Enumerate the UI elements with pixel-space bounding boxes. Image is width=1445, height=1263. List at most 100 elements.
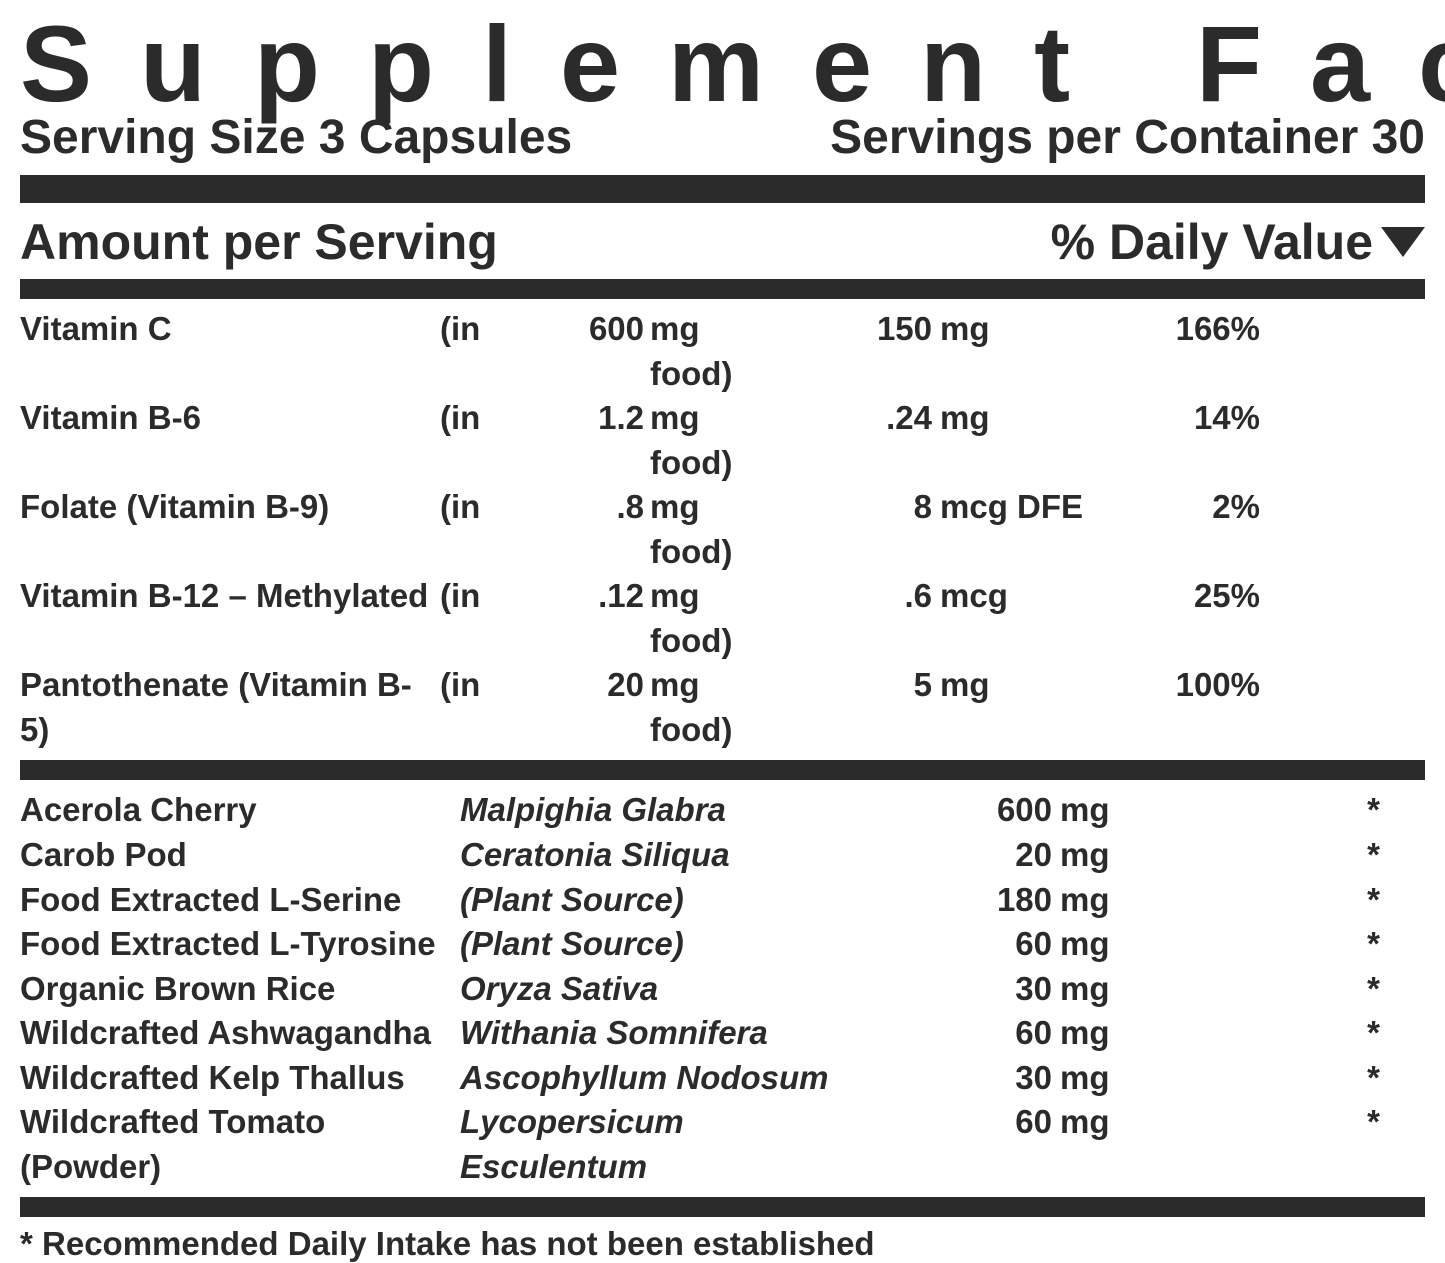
ingredient-dv: *	[1220, 967, 1380, 1012]
divider-bar	[20, 760, 1425, 780]
nutrient-dv: 166%	[1100, 307, 1260, 352]
ingredient-latin: Withania Somnifera	[460, 1011, 860, 1056]
nutrient-in-label: (in	[440, 396, 500, 441]
nutrient-food-label: mg food)	[650, 307, 730, 396]
ingredient-row: Food Extracted L-Tyrosine (Plant Source)…	[20, 922, 1425, 967]
nutrient-food-label: mg food)	[650, 396, 730, 485]
ingredient-amount: 30	[860, 1056, 1060, 1101]
ingredient-row: Food Extracted L-Serine (Plant Source) 1…	[20, 878, 1425, 923]
ingredient-name: Carob Pod	[20, 833, 460, 878]
amount-per-serving-header: Amount per Serving	[20, 213, 498, 271]
servings-per-container: Servings per Container 30	[830, 110, 1425, 165]
nutrient-in-label: (in	[440, 574, 500, 619]
nutrient-name: Vitamin C	[20, 307, 440, 352]
ingredient-row: Wildcrafted Kelp Thallus Ascophyllum Nod…	[20, 1056, 1425, 1101]
ingredient-name: Food Extracted L-Serine	[20, 878, 460, 923]
nutrient-name: Vitamin B-6	[20, 396, 440, 441]
nutrient-row: Vitamin B-12 – Methylated (in .12 mg foo…	[20, 574, 1425, 663]
ingredient-name: Acerola Cherry	[20, 788, 460, 833]
nutrient-row: Pantothenate (Vitamin B-5) (in 20 mg foo…	[20, 663, 1425, 752]
ingredient-unit: mg	[1060, 1100, 1220, 1145]
ingredient-unit: mg	[1060, 833, 1220, 878]
nutrient-food-amount: 600	[500, 307, 650, 352]
divider-bar	[20, 1197, 1425, 1217]
ingredient-row: Wildcrafted Tomato (Powder) Lycopersicum…	[20, 1100, 1425, 1189]
supplement-facts-title: Supplement Facts	[20, 10, 1425, 118]
ingredient-name: Wildcrafted Kelp Thallus	[20, 1056, 460, 1101]
nutrient-unit: mcg DFE	[940, 485, 1100, 530]
nutrient-unit: mg	[940, 396, 1100, 441]
ingredient-unit: mg	[1060, 1011, 1220, 1056]
nutrient-food-amount: 20	[500, 663, 650, 708]
ingredient-amount: 60	[860, 1100, 1060, 1145]
ingredient-unit: mg	[1060, 788, 1220, 833]
nutrient-amount: 8	[730, 485, 940, 530]
nutrient-unit: mcg	[940, 574, 1100, 619]
nutrient-table: Vitamin C (in 600 mg food) 150 mg 166% V…	[20, 307, 1425, 752]
ingredient-dv: *	[1220, 922, 1380, 967]
divider-bar	[20, 175, 1425, 203]
divider-bar	[20, 279, 1425, 299]
ingredient-dv: *	[1220, 1056, 1380, 1101]
ingredient-dv: *	[1220, 833, 1380, 878]
nutrient-row: Folate (Vitamin B-9) (in .8 mg food) 8 m…	[20, 485, 1425, 574]
ingredient-latin: (Plant Source)	[460, 922, 860, 967]
nutrient-unit: mg	[940, 307, 1100, 352]
nutrient-amount: 5	[730, 663, 940, 708]
ingredient-latin: Ceratonia Siliqua	[460, 833, 860, 878]
ingredient-amount: 180	[860, 878, 1060, 923]
ingredient-dv: *	[1220, 1100, 1380, 1145]
ingredient-dv: *	[1220, 878, 1380, 923]
nutrient-row: Vitamin B-6 (in 1.2 mg food) .24 mg 14%	[20, 396, 1425, 485]
ingredient-latin: Lycopersicum Esculentum	[460, 1100, 860, 1189]
ingredient-unit: mg	[1060, 878, 1220, 923]
nutrient-food-amount: .8	[500, 485, 650, 530]
nutrient-dv: 2%	[1100, 485, 1260, 530]
ingredient-table: Acerola Cherry Malpighia Glabra 600 mg *…	[20, 788, 1425, 1189]
column-headers: Amount per Serving % Daily Value	[20, 213, 1425, 271]
ingredient-name: Wildcrafted Tomato (Powder)	[20, 1100, 460, 1189]
nutrient-amount: .6	[730, 574, 940, 619]
ingredient-name: Food Extracted L-Tyrosine	[20, 922, 460, 967]
ingredient-row: Acerola Cherry Malpighia Glabra 600 mg *	[20, 788, 1425, 833]
ingredient-name: Organic Brown Rice	[20, 967, 460, 1012]
ingredient-amount: 60	[860, 922, 1060, 967]
nutrient-amount: 150	[730, 307, 940, 352]
ingredient-dv: *	[1220, 1011, 1380, 1056]
ingredient-row: Carob Pod Ceratonia Siliqua 20 mg *	[20, 833, 1425, 878]
nutrient-name: Vitamin B-12 – Methylated	[20, 574, 440, 619]
triangle-down-icon	[1381, 227, 1425, 257]
ingredient-latin: Malpighia Glabra	[460, 788, 860, 833]
nutrient-food-label: mg food)	[650, 663, 730, 752]
footnote: * Recommended Daily Intake has not been …	[20, 1225, 1425, 1263]
ingredient-unit: mg	[1060, 922, 1220, 967]
nutrient-food-amount: 1.2	[500, 396, 650, 441]
nutrient-food-amount: .12	[500, 574, 650, 619]
nutrient-name: Pantothenate (Vitamin B-5)	[20, 663, 440, 752]
ingredient-unit: mg	[1060, 967, 1220, 1012]
ingredient-unit: mg	[1060, 1056, 1220, 1101]
nutrient-dv: 25%	[1100, 574, 1260, 619]
nutrient-amount: .24	[730, 396, 940, 441]
daily-value-header: % Daily Value	[1051, 213, 1425, 271]
ingredient-row: Organic Brown Rice Oryza Sativa 30 mg *	[20, 967, 1425, 1012]
nutrient-row: Vitamin C (in 600 mg food) 150 mg 166%	[20, 307, 1425, 396]
ingredient-row: Wildcrafted Ashwagandha Withania Somnife…	[20, 1011, 1425, 1056]
nutrient-dv: 14%	[1100, 396, 1260, 441]
ingredient-name: Wildcrafted Ashwagandha	[20, 1011, 460, 1056]
nutrient-in-label: (in	[440, 307, 500, 352]
nutrient-dv: 100%	[1100, 663, 1260, 708]
nutrient-name: Folate (Vitamin B-9)	[20, 485, 440, 530]
nutrient-in-label: (in	[440, 663, 500, 708]
nutrient-food-label: mg food)	[650, 485, 730, 574]
ingredient-latin: Ascophyllum Nodosum	[460, 1056, 860, 1101]
ingredient-amount: 30	[860, 967, 1060, 1012]
ingredient-amount: 20	[860, 833, 1060, 878]
ingredient-latin: Oryza Sativa	[460, 967, 860, 1012]
serving-size: Serving Size 3 Capsules	[20, 110, 572, 165]
nutrient-unit: mg	[940, 663, 1100, 708]
ingredient-amount: 600	[860, 788, 1060, 833]
ingredient-latin: (Plant Source)	[460, 878, 860, 923]
nutrient-food-label: mg food)	[650, 574, 730, 663]
nutrient-in-label: (in	[440, 485, 500, 530]
